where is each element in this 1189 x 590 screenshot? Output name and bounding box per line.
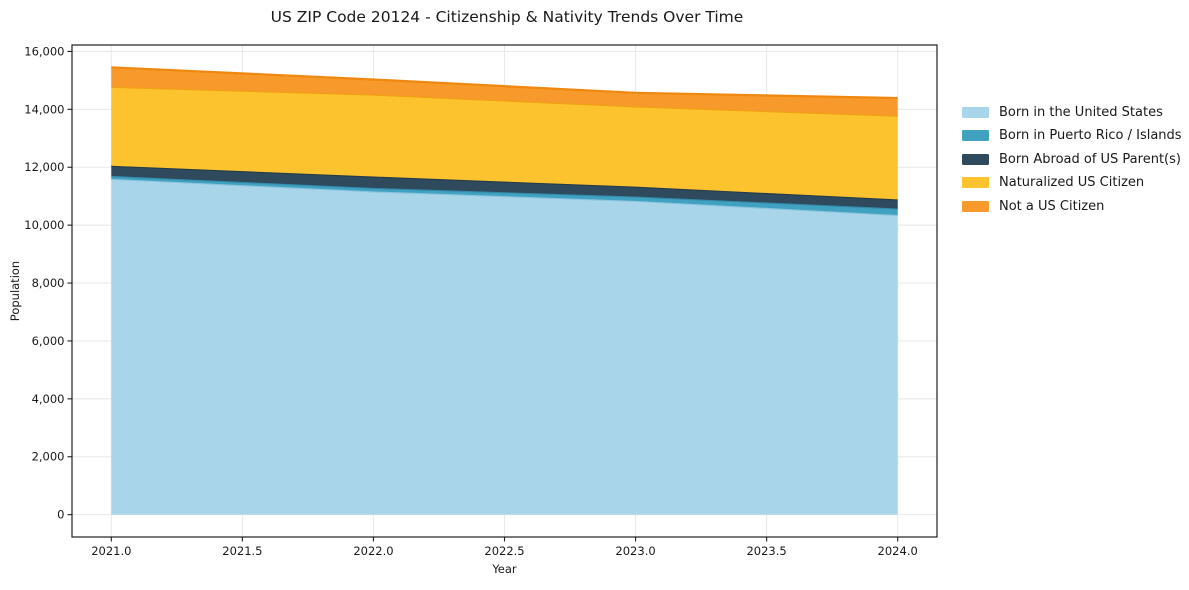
y-tick-label: 2,000 bbox=[32, 450, 65, 464]
y-tick-label: 4,000 bbox=[32, 392, 65, 406]
area-edge-not-a-us-citizen bbox=[111, 66, 898, 100]
x-tick-label: 2022.0 bbox=[353, 544, 393, 558]
legend-label: Not a US Citizen bbox=[999, 198, 1105, 214]
y-tick-label: 16,000 bbox=[24, 44, 64, 58]
area-naturalized-us-citizen bbox=[111, 86, 898, 200]
y-tick-label: 12,000 bbox=[24, 160, 64, 174]
legend-item-born-in-the-united-states: Born in the United States bbox=[962, 105, 1182, 120]
x-tick-label: 2024.0 bbox=[878, 544, 918, 558]
legend-swatch bbox=[962, 177, 989, 189]
legend-item-born-abroad-of-us-parent-s: Born Abroad of US Parent(s) bbox=[962, 152, 1182, 167]
area-born-in-the-united-states bbox=[111, 178, 898, 515]
legend-label: Born in the United States bbox=[999, 104, 1163, 120]
chart-title: US ZIP Code 20124 - Citizenship & Nativi… bbox=[270, 8, 744, 26]
legend-item-naturalized-us-citizen: Naturalized US Citizen bbox=[962, 175, 1182, 191]
y-tick-label: 14,000 bbox=[24, 102, 64, 116]
y-tick-label: 6,000 bbox=[32, 334, 65, 348]
legend-swatch bbox=[962, 106, 989, 118]
y-tick-label: 8,000 bbox=[32, 276, 65, 290]
y-axis-label: Population bbox=[8, 260, 22, 322]
legend-item-not-a-us-citizen: Not a US Citizen bbox=[962, 199, 1182, 214]
x-tick-label: 2021.5 bbox=[222, 544, 262, 558]
legend-label: Born Abroad of US Parent(s) bbox=[999, 151, 1181, 167]
x-axis-label: Year bbox=[492, 562, 517, 576]
legend-label: Born in Puerto Rico / Islands bbox=[999, 128, 1182, 144]
legend-label: Naturalized US Citizen bbox=[999, 175, 1145, 191]
legend: Born in the United States Born in Puerto … bbox=[962, 105, 1182, 223]
y-tick-label: 0 bbox=[57, 508, 64, 522]
x-tick-label: 2023.0 bbox=[615, 544, 655, 558]
y-tick-label: 10,000 bbox=[24, 218, 64, 232]
legend-item-born-in-puerto-rico-islands: Born in Puerto Rico / Islands bbox=[962, 128, 1182, 144]
legend-swatch bbox=[962, 200, 989, 212]
legend-swatch bbox=[962, 130, 989, 142]
area-not-a-us-citizen bbox=[111, 67, 898, 116]
x-tick-label: 2023.5 bbox=[746, 544, 786, 558]
x-tick-label: 2022.5 bbox=[484, 544, 524, 558]
area-born-abroad-of-us-parent-s bbox=[111, 165, 898, 209]
legend-swatch bbox=[962, 153, 989, 165]
x-tick-label: 2021.0 bbox=[91, 544, 131, 558]
